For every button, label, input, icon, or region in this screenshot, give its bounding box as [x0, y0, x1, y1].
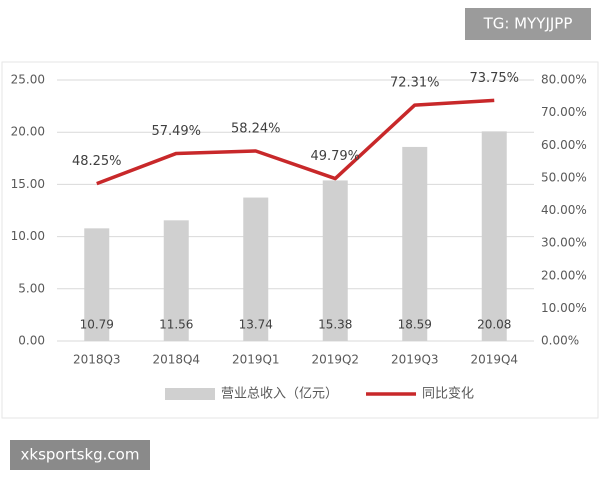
data-label: 48.25%: [72, 154, 122, 169]
data-label: 18.59: [398, 318, 432, 332]
legend-swatch: [165, 388, 215, 400]
y-tick-label: 15.00: [11, 177, 45, 191]
y-tick-label: 0.00: [18, 334, 45, 348]
bar: [84, 228, 110, 341]
y2-tick-label: 0.00%: [541, 334, 579, 348]
x-tick-label: 2018Q3: [73, 353, 121, 367]
y2-tick-label: 10.00%: [541, 301, 587, 315]
bar: [402, 146, 428, 341]
x-tick-label: 2019Q2: [311, 353, 359, 367]
x-tick-label: 2019Q4: [470, 353, 518, 367]
watermark: xksportskg.com: [21, 446, 140, 464]
y2-tick-label: 60.00%: [541, 138, 587, 152]
y2-tick-label: 50.00%: [541, 170, 587, 184]
x-tick-label: 2018Q4: [152, 353, 200, 367]
data-label: 73.75%: [469, 71, 519, 86]
data-label: 15.38: [318, 318, 352, 332]
data-label: 57.49%: [151, 124, 201, 139]
bar: [163, 220, 189, 341]
data-label: 20.08: [477, 318, 511, 332]
legend-label: 营业总收入（亿元）: [221, 387, 338, 402]
bar: [322, 180, 348, 341]
data-label: 11.56: [159, 318, 193, 332]
data-label: 72.31%: [390, 76, 440, 91]
y-tick-label: 25.00: [11, 73, 45, 87]
y2-tick-label: 70.00%: [541, 105, 587, 119]
y-tick-label: 5.00: [18, 281, 45, 295]
x-tick-label: 2019Q1: [232, 353, 280, 367]
watermark-box: [10, 440, 150, 470]
watermark: TG: MYYJJPP: [483, 15, 573, 33]
bar: [481, 131, 507, 341]
data-label: 10.79: [80, 318, 114, 332]
legend-label: 同比变化: [422, 386, 474, 402]
y2-tick-label: 80.00%: [541, 73, 587, 87]
data-label: 13.74: [239, 318, 273, 332]
watermark-box: [465, 8, 591, 40]
bar: [243, 197, 269, 341]
y-tick-label: 20.00: [11, 125, 45, 139]
data-label: 58.24%: [231, 121, 281, 136]
y2-tick-label: 30.00%: [541, 236, 587, 250]
y2-tick-label: 20.00%: [541, 268, 587, 282]
y2-tick-label: 40.00%: [541, 203, 587, 217]
line: [96, 98, 495, 186]
y-tick-label: 10.00: [11, 229, 45, 243]
x-tick-label: 2019Q3: [391, 353, 439, 367]
data-label: 49.79%: [310, 149, 360, 164]
